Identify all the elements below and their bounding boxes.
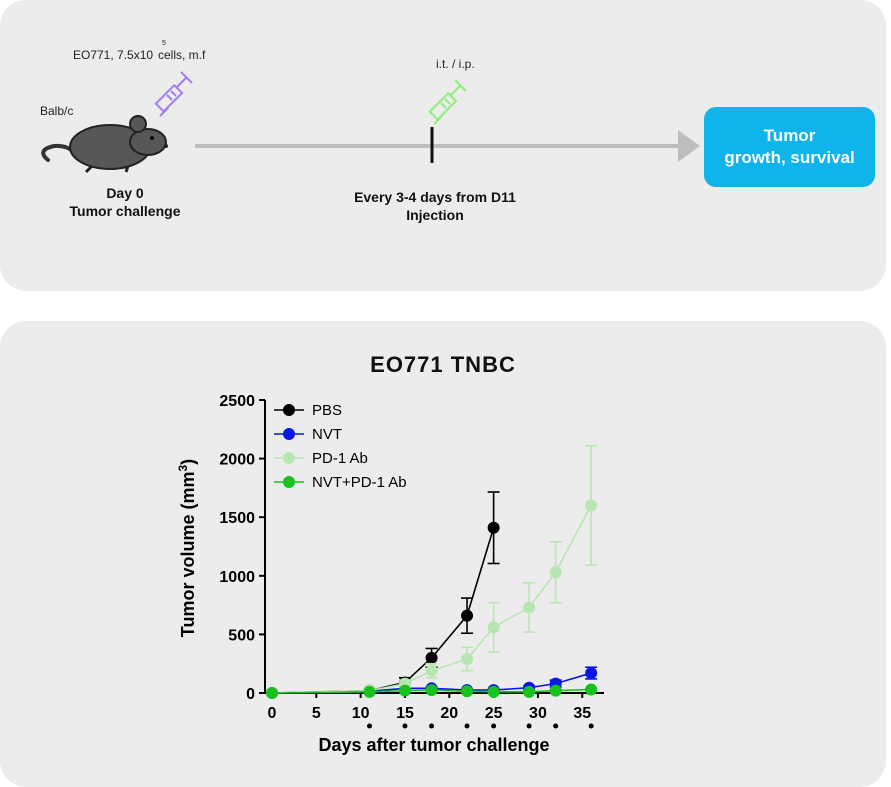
y-tick-label: 2500	[219, 393, 255, 410]
cell-line-label: EO771, 7.5x10	[73, 48, 154, 62]
data-point	[585, 499, 598, 512]
y-axis-title-exponent: 3	[176, 465, 190, 472]
data-point	[461, 653, 474, 666]
x-tick-label: 30	[529, 705, 547, 722]
data-point	[461, 609, 474, 622]
data-point	[425, 684, 438, 697]
route-label: i.t. / i.p.	[436, 57, 475, 71]
y-tick-label: 2000	[219, 452, 255, 469]
treatment-day-marker	[367, 723, 373, 729]
cells-label: cells, m.f	[158, 48, 206, 62]
legend-marker	[283, 428, 295, 440]
data-point	[266, 687, 278, 699]
data-point	[487, 685, 500, 698]
schedule-line1: Every 3-4 days from D11	[354, 189, 516, 205]
data-point	[461, 685, 474, 698]
legend-label: PBS	[312, 402, 342, 419]
series-line	[271, 527, 495, 694]
series-3	[266, 683, 598, 699]
data-point	[487, 621, 500, 634]
y-axis-title: Tumor volume (mm3)	[176, 459, 198, 637]
x-tick-label: 35	[573, 705, 591, 722]
treatment-day-marker	[464, 723, 470, 729]
data-point	[585, 667, 598, 680]
outcome-box: Tumor growth, survival	[704, 107, 875, 187]
series-0	[266, 491, 500, 699]
chart-panel	[0, 321, 886, 787]
y-tick-label: 1000	[219, 569, 255, 586]
y-tick-label: 500	[228, 627, 255, 644]
outcome-line1: Tumor	[763, 126, 816, 145]
treatment-day-marker	[588, 723, 594, 729]
exponent-label: 5	[162, 40, 166, 47]
day0-line1: Day 0	[106, 185, 144, 201]
x-tick-label: 15	[396, 705, 414, 722]
x-tick-label: 5	[312, 705, 321, 722]
series	[266, 444, 598, 699]
data-point	[549, 566, 562, 579]
legend: PBS NVT PD-1 Ab NVT+PD-1 Ab	[274, 402, 407, 491]
axes: 0 500 1000 1500 2000 2500 0 5 10 15 20 25 30 35	[219, 393, 604, 729]
outcome-line2: growth, survival	[724, 148, 855, 167]
x-tick-label: 10	[352, 705, 370, 722]
data-point	[425, 664, 438, 677]
schedule-line2: Injection	[406, 207, 464, 223]
legend-label: NVT	[312, 426, 342, 443]
x-tick-label: 0	[268, 705, 277, 722]
mouse-strain-label: Balb/c	[40, 104, 74, 118]
timeline-arrowhead-icon	[678, 130, 700, 162]
x-axis-title: Days after tumor challenge	[318, 735, 549, 755]
mouse-icon	[41, 115, 168, 174]
treatment-day-marker	[429, 723, 435, 729]
treatment-day-marker	[526, 723, 532, 729]
treatment-day-marker	[402, 723, 408, 729]
data-point	[523, 685, 536, 698]
legend-label: PD-1 Ab	[312, 450, 368, 467]
syringe-treatment-icon	[428, 79, 467, 125]
schedule-label: Every 3-4 days from D11 Injection	[330, 188, 540, 224]
data-point	[425, 651, 438, 664]
y-tick-label: 1500	[219, 510, 255, 527]
data-point	[585, 683, 598, 696]
x-tick-label: 25	[485, 705, 503, 722]
treatment-day-marker	[553, 723, 559, 729]
data-point	[487, 521, 500, 534]
data-point	[398, 684, 411, 697]
chart-title: EO771 TNBC	[370, 352, 516, 377]
legend-marker	[283, 452, 295, 464]
syringe-day0-icon	[154, 71, 193, 117]
data-point	[549, 684, 562, 697]
treatment-day-marker	[491, 723, 497, 729]
day0-label: Day 0 Tumor challenge	[40, 184, 210, 220]
legend-marker	[283, 404, 295, 416]
protocol-graphics	[41, 71, 700, 174]
y-tick-label: 0	[246, 686, 255, 703]
day0-line2: Tumor challenge	[69, 203, 181, 219]
legend-label: NVT+PD-1 Ab	[312, 474, 407, 491]
data-point	[363, 685, 376, 698]
legend-marker	[283, 476, 295, 488]
x-tick-label: 20	[440, 705, 458, 722]
data-point	[523, 601, 536, 614]
